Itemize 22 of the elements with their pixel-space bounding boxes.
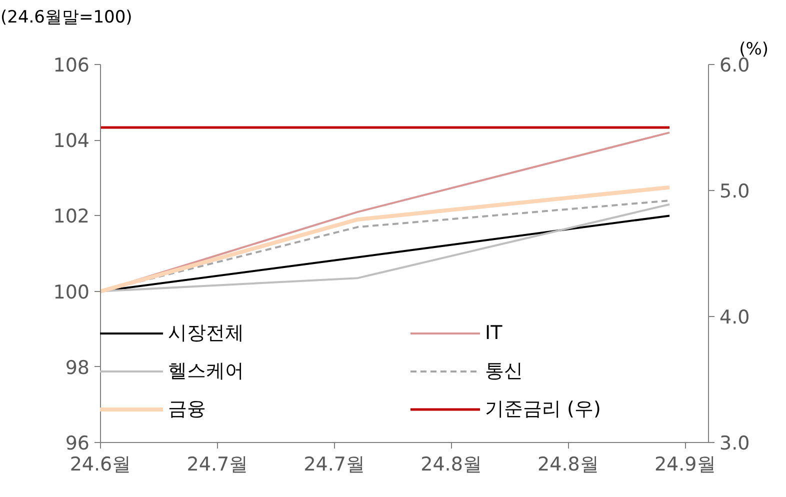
y2-tick-label: 4.0	[720, 306, 750, 328]
x-tick-label: 24.7월	[304, 454, 366, 476]
y-tick-label: 104	[53, 130, 90, 152]
legend-label: 금융	[168, 397, 207, 422]
y-tick-label: 98	[65, 356, 90, 379]
y-tick-label: 106	[53, 54, 90, 76]
y-tick-label: 100	[53, 281, 90, 304]
y-axis-title: (24.6월말=100)	[0, 8, 132, 28]
x-tick-label: 24.8월	[420, 454, 482, 476]
y-tick-label: 96	[65, 432, 90, 454]
x-tick-label: 24.7월	[186, 454, 248, 476]
y-tick-label: 102	[53, 206, 90, 228]
x-tick-label: 24.8월	[538, 454, 599, 476]
legend-label: 통신	[485, 359, 524, 384]
x-tick-label: 24.6월	[70, 454, 132, 476]
legend-label: 시장전체	[168, 321, 245, 346]
x-tick-label: 24.9월	[654, 454, 716, 476]
legend-label: 헬스케어	[168, 359, 245, 384]
y2-tick-label: 5.0	[720, 180, 750, 202]
y2-tick-label: 3.0	[720, 432, 750, 454]
legend-label: 기준금리 (우)	[485, 397, 602, 422]
legend-label: IT	[485, 322, 504, 344]
